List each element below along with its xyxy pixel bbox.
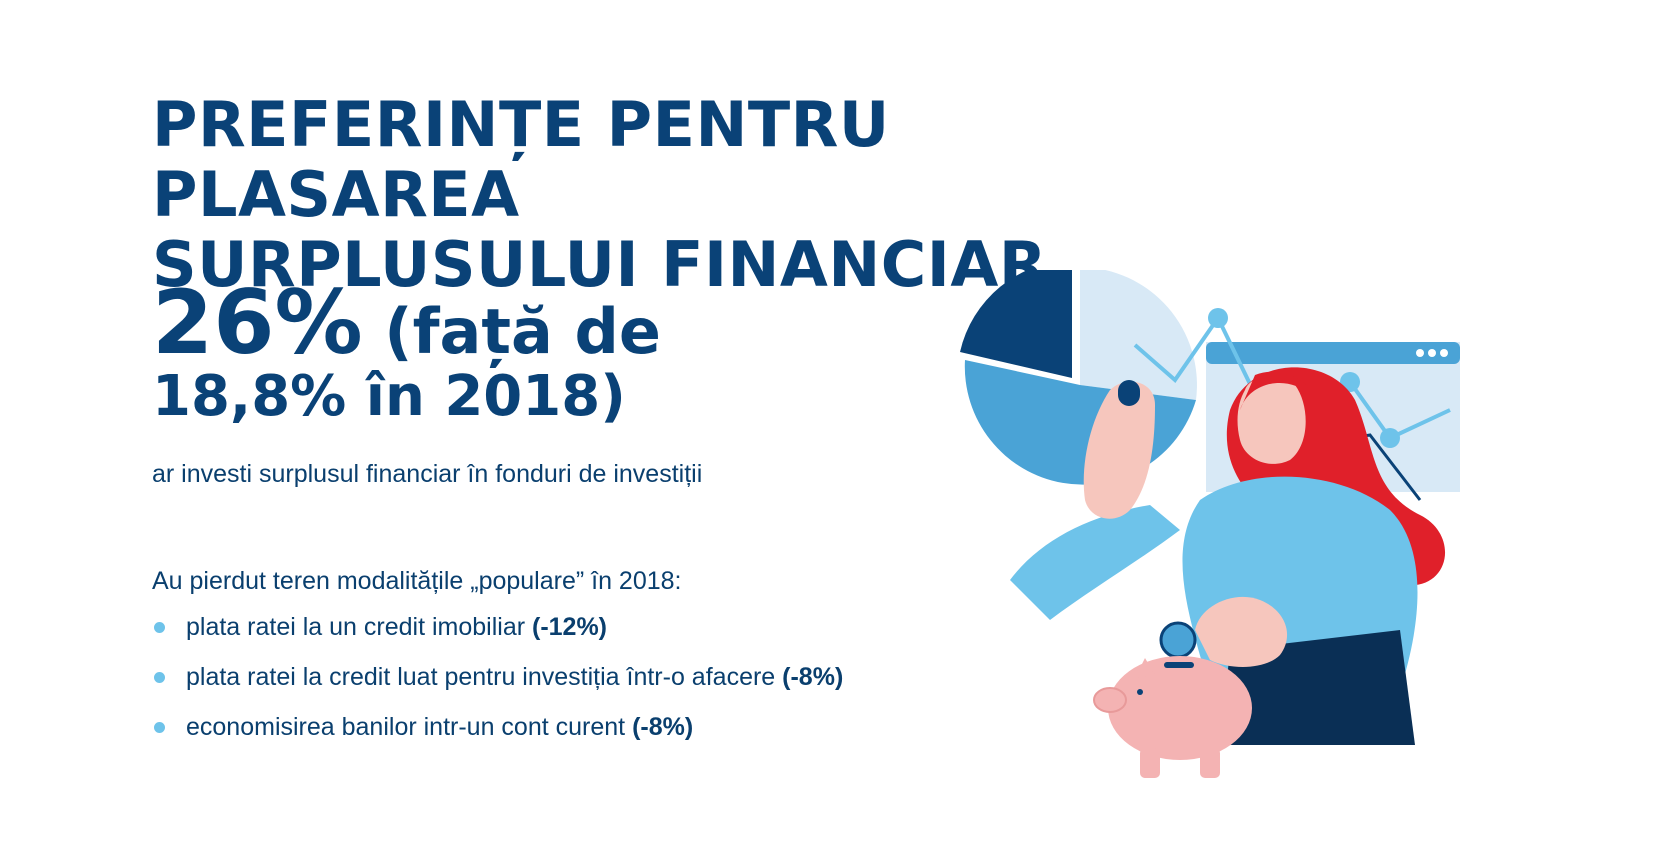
page-title: PREFERINȚE PENTRU PLASAREA SURPLUSULUI F… bbox=[152, 90, 1252, 300]
raised-hand bbox=[1083, 381, 1155, 519]
list-item: plata ratei la credit luat pentru invest… bbox=[152, 662, 843, 712]
woman-investing-illustration bbox=[960, 270, 1460, 778]
face bbox=[1237, 375, 1306, 464]
lost-ground-list: plata ratei la un credit imobiliar (-12%… bbox=[152, 612, 843, 762]
coin-icon bbox=[1118, 380, 1140, 406]
stat-description: ar investi surplusul financiar în fondur… bbox=[152, 460, 703, 488]
raised-arm bbox=[1010, 505, 1180, 620]
bullet-dot-icon bbox=[154, 722, 165, 733]
stat-compare-line-2: 18,8% în 2018) bbox=[152, 364, 626, 429]
list-item-change: (-12%) bbox=[532, 613, 608, 641]
bullet-dot-icon bbox=[154, 672, 165, 683]
list-item-text: plata ratei la credit luat pentru invest… bbox=[186, 663, 783, 691]
title-line-2: SURPLUSULUI FINANCIAR bbox=[152, 228, 1048, 301]
key-statistic: 26% (față de 18,8% în 2018) bbox=[152, 279, 952, 429]
piggy-bank-icon bbox=[1093, 656, 1252, 778]
lost-ground-heading: Au pierdut teren modalitățile „populare”… bbox=[152, 567, 682, 595]
list-item: economisirea banilor intr-un cont curent… bbox=[152, 712, 843, 762]
list-item-text: plata ratei la un credit imobiliar bbox=[186, 613, 532, 641]
list-item-text: economisirea banilor intr-un cont curent bbox=[186, 713, 633, 741]
list-item-change: (-8%) bbox=[782, 663, 844, 691]
title-line-1: PREFERINȚE PENTRU PLASAREA bbox=[152, 88, 890, 231]
list-item-change: (-8%) bbox=[632, 713, 694, 741]
coin-icon bbox=[1159, 621, 1197, 659]
stat-value: 26% bbox=[152, 271, 363, 374]
stat-compare-line-1: (față de bbox=[384, 295, 661, 368]
coin-hand bbox=[1195, 596, 1288, 667]
bullet-dot-icon bbox=[154, 622, 165, 633]
pie-chart-icon bbox=[960, 270, 1197, 485]
list-item: plata ratei la un credit imobiliar (-12%… bbox=[152, 612, 843, 662]
